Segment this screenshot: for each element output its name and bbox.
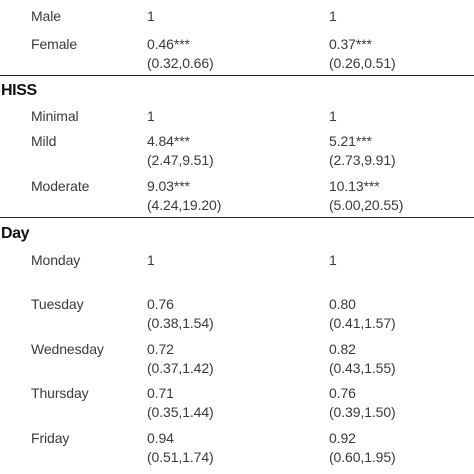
wednesday-col2-ci: (0.43,1.55) xyxy=(329,360,396,376)
row-label-thursday: Thursday xyxy=(31,385,89,401)
section-divider xyxy=(0,217,474,218)
row-label-female: Female xyxy=(31,36,78,52)
female-col2-estimate: 0.37*** xyxy=(329,36,372,52)
male-col2-value: 1 xyxy=(329,8,337,24)
mild-col1-estimate: 4.84*** xyxy=(147,133,190,149)
section-divider xyxy=(0,75,474,76)
friday-col1-ci: (0.51,1.74) xyxy=(147,449,214,465)
row-label-minimal: Minimal xyxy=(31,108,79,124)
thursday-col2-estimate: 0.76 xyxy=(329,385,356,401)
thursday-col1-estimate: 0.71 xyxy=(147,385,174,401)
mild-col1-ci: (2.47,9.51) xyxy=(147,152,214,168)
row-label-friday: Friday xyxy=(31,430,70,446)
wednesday-col1-estimate: 0.72 xyxy=(147,341,174,357)
female-col1-ci: (0.32,0.66) xyxy=(147,55,214,71)
tuesday-col2-estimate: 0.80 xyxy=(329,296,356,312)
monday-col1-value: 1 xyxy=(147,252,155,268)
tuesday-col1-ci: (0.38,1.54) xyxy=(147,315,214,331)
friday-col2-ci: (0.60,1.95) xyxy=(329,449,396,465)
row-label-tuesday: Tuesday xyxy=(31,296,84,312)
tuesday-col2-ci: (0.41,1.57) xyxy=(329,315,396,331)
moderate-col1-ci: (4.24,19.20) xyxy=(147,197,222,213)
monday-col2-value: 1 xyxy=(329,252,337,268)
thursday-col2-ci: (0.39,1.50) xyxy=(329,404,396,420)
tuesday-col1-estimate: 0.76 xyxy=(147,296,174,312)
row-label-mild: Mild xyxy=(31,133,57,149)
section-heading-day: Day xyxy=(1,225,30,242)
moderate-col1-estimate: 9.03*** xyxy=(147,178,190,194)
friday-col1-estimate: 0.94 xyxy=(147,430,174,446)
minimal-col1-value: 1 xyxy=(147,108,155,124)
friday-col2-estimate: 0.92 xyxy=(329,430,356,446)
thursday-col1-ci: (0.35,1.44) xyxy=(147,404,214,420)
moderate-col2-ci: (5.00,20.55) xyxy=(329,197,404,213)
female-col2-ci: (0.26,0.51) xyxy=(329,55,396,71)
row-label-monday: Monday xyxy=(31,252,81,268)
mild-col2-estimate: 5.21*** xyxy=(329,133,372,149)
male-col1-value: 1 xyxy=(147,8,155,24)
female-col1-estimate: 0.46*** xyxy=(147,36,190,52)
row-label-wednesday: Wednesday xyxy=(31,341,104,357)
mild-col2-ci: (2.73,9.91) xyxy=(329,152,396,168)
wednesday-col1-ci: (0.37,1.42) xyxy=(147,360,214,376)
section-heading-hiss: HISS xyxy=(1,82,37,99)
wednesday-col2-estimate: 0.82 xyxy=(329,341,356,357)
row-label-moderate: Moderate xyxy=(31,178,90,194)
moderate-col2-estimate: 10.13*** xyxy=(329,178,380,194)
minimal-col2-value: 1 xyxy=(329,108,337,124)
row-label-male: Male xyxy=(31,8,61,24)
